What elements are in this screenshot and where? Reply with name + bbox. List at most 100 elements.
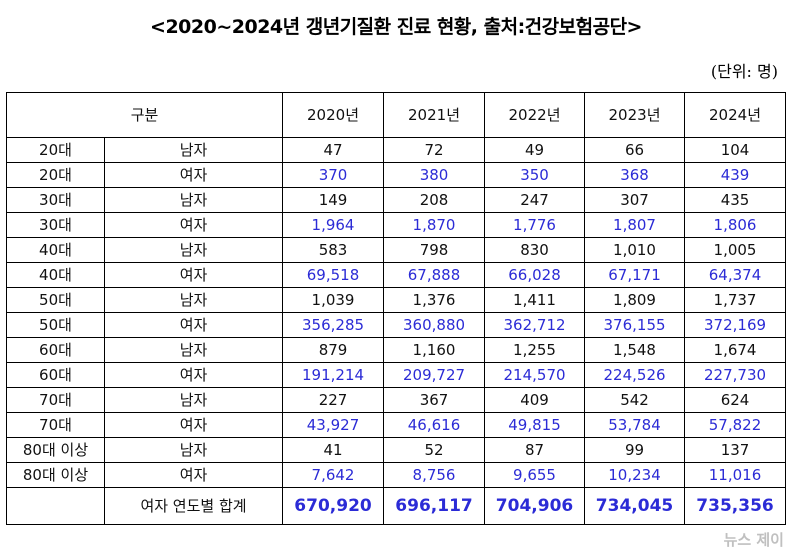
value-cell: 43,927 (282, 412, 385, 438)
age-group-cell: 80대 이상 (6, 462, 105, 488)
age-group-cell: 70대 (6, 412, 105, 438)
table-row: 70대 남자 227 367 409 542 624 (6, 387, 787, 413)
value-cell: 66 (584, 137, 686, 163)
table-row: 50대 남자 1,039 1,376 1,411 1,809 1,737 (6, 287, 787, 313)
header-year: 2024년 (684, 92, 787, 138)
age-group-cell: 60대 (6, 337, 105, 363)
value-cell: 10,234 (584, 462, 686, 488)
header-category: 구분 (5, 92, 284, 138)
value-cell: 67,171 (584, 262, 686, 288)
value-cell: 360,880 (383, 312, 486, 338)
value-cell: 370 (282, 162, 385, 188)
age-group-cell: 80대 이상 (6, 437, 105, 463)
sex-cell: 여자 (103, 312, 284, 338)
value-cell: 1,737 (684, 287, 787, 313)
total-cell: 704,906 (484, 487, 586, 525)
value-cell: 104 (684, 137, 787, 163)
value-cell: 52 (383, 437, 486, 463)
value-cell: 8,756 (383, 462, 486, 488)
value-cell: 367 (383, 387, 486, 413)
value-cell: 214,570 (484, 362, 586, 388)
table-row: 30대 남자 149 208 247 307 435 (6, 187, 787, 213)
watermark-logo: 뉴스 제이 (723, 531, 784, 549)
sex-cell: 남자 (103, 237, 284, 263)
value-cell: 149 (282, 187, 385, 213)
value-cell: 372,169 (684, 312, 787, 338)
age-group-cell: 60대 (6, 362, 105, 388)
value-cell: 1,870 (383, 212, 486, 238)
table-row: 80대 이상 여자 7,642 8,756 9,655 10,234 11,016 (6, 462, 787, 488)
sex-cell: 남자 (103, 337, 284, 363)
table-row: 20대 여자 370 380 350 368 439 (6, 162, 787, 188)
age-group-cell: 20대 (6, 137, 105, 163)
age-group-cell: 40대 (6, 237, 105, 263)
table-row: 70대 여자 43,927 46,616 49,815 53,784 57,822 (6, 412, 787, 438)
value-cell: 7,642 (282, 462, 385, 488)
value-cell: 1,548 (584, 337, 686, 363)
age-group-cell: 70대 (6, 387, 105, 413)
sex-cell: 남자 (103, 387, 284, 413)
table-row: 40대 여자 69,518 67,888 66,028 67,171 64,374 (6, 262, 787, 288)
value-cell: 1,806 (684, 212, 787, 238)
value-cell: 72 (383, 137, 486, 163)
value-cell: 9,655 (484, 462, 586, 488)
value-cell: 1,160 (383, 337, 486, 363)
header-year: 2023년 (584, 92, 686, 138)
sex-cell: 여자 (103, 262, 284, 288)
value-cell: 69,518 (282, 262, 385, 288)
data-table: 구분 2020년 2021년 2022년 2023년 2024년 20대 남자 47… (5, 92, 787, 525)
age-group-cell: 40대 (6, 262, 105, 288)
value-cell: 1,964 (282, 212, 385, 238)
table-row: 50대 여자 356,285 360,880 362,712 376,155 372,169 (6, 312, 787, 338)
value-cell: 247 (484, 187, 586, 213)
value-cell: 879 (282, 337, 385, 363)
value-cell: 1,005 (684, 237, 787, 263)
value-cell: 624 (684, 387, 787, 413)
value-cell: 64,374 (684, 262, 787, 288)
value-cell: 57,822 (684, 412, 787, 438)
value-cell: 66,028 (484, 262, 586, 288)
header-year: 2021년 (383, 92, 486, 138)
age-group-cell: 30대 (6, 212, 105, 238)
total-label: 여자 연도별 합계 (103, 487, 284, 525)
value-cell: 227,730 (684, 362, 787, 388)
table-row: 80대 이상 남자 41 52 87 99 137 (6, 437, 787, 463)
value-cell: 376,155 (584, 312, 686, 338)
sex-cell: 남자 (103, 287, 284, 313)
value-cell: 356,285 (282, 312, 385, 338)
value-cell: 1,376 (383, 287, 486, 313)
value-cell: 798 (383, 237, 486, 263)
value-cell: 1,807 (584, 212, 686, 238)
value-cell: 1,039 (282, 287, 385, 313)
value-cell: 53,784 (584, 412, 686, 438)
value-cell: 67,888 (383, 262, 486, 288)
page-title: <2020~2024년 갱년기질환 진료 현황, 출처:건강보험공단> (150, 16, 642, 38)
age-group-cell: 30대 (6, 187, 105, 213)
value-cell: 224,526 (584, 362, 686, 388)
value-cell: 368 (584, 162, 686, 188)
value-cell: 409 (484, 387, 586, 413)
total-cell: 670,920 (282, 487, 385, 525)
total-empty-cell (6, 487, 105, 525)
sex-cell: 남자 (103, 437, 284, 463)
table-row: 30대 여자 1,964 1,870 1,776 1,807 1,806 (6, 212, 787, 238)
table-header-row: 구분 2020년 2021년 2022년 2023년 2024년 (5, 92, 787, 138)
header-year: 2020년 (282, 92, 385, 138)
table-row: 60대 여자 191,214 209,727 214,570 224,526 227,730 (6, 362, 787, 388)
value-cell: 137 (684, 437, 787, 463)
total-cell: 735,356 (684, 487, 787, 525)
sex-cell: 여자 (103, 362, 284, 388)
value-cell: 435 (684, 187, 787, 213)
value-cell: 1,809 (584, 287, 686, 313)
total-cell: 734,045 (584, 487, 686, 525)
sex-cell: 남자 (103, 187, 284, 213)
value-cell: 362,712 (484, 312, 586, 338)
value-cell: 1,776 (484, 212, 586, 238)
value-cell: 191,214 (282, 362, 385, 388)
value-cell: 47 (282, 137, 385, 163)
age-group-cell: 20대 (6, 162, 105, 188)
value-cell: 350 (484, 162, 586, 188)
value-cell: 380 (383, 162, 486, 188)
value-cell: 99 (584, 437, 686, 463)
value-cell: 227 (282, 387, 385, 413)
